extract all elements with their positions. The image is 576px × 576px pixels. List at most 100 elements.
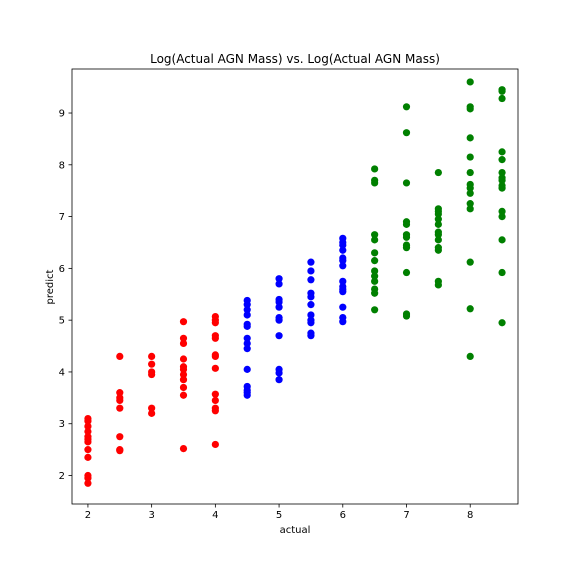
data-point [402,103,411,111]
data-point [211,396,219,405]
data-point [498,319,506,327]
data-point [179,365,188,373]
data-point [307,319,315,327]
x-tick-label: 6 [340,510,346,521]
data-point [211,319,219,327]
data-point [307,301,315,309]
data-point [307,276,315,284]
data-point [116,433,124,441]
data-point [243,365,251,373]
data-point [371,272,379,280]
data-point [371,249,379,257]
data-point [466,78,474,86]
data-point [84,474,92,482]
data-point [243,311,251,319]
data-point [179,370,188,379]
data-point [243,339,251,348]
data-point [498,156,506,164]
data-point [434,281,442,289]
data-point [371,236,379,244]
data-point [116,352,124,361]
data-point [498,268,506,277]
data-point [339,241,347,249]
data-point [466,105,474,113]
data-point [179,391,188,399]
data-point [211,352,219,361]
data-point [434,236,442,244]
points-layer [84,78,506,487]
data-point [498,87,506,95]
data-point [211,364,219,372]
data-point [466,168,474,177]
data-point [275,298,283,306]
data-point [466,258,474,266]
x-tick-label: 7 [403,510,409,521]
data-point [402,129,411,137]
chart-title: Log(Actual AGN Mass) vs. Log(Actual AGN … [150,52,440,66]
data-point [339,303,347,311]
data-point [179,383,188,392]
y-tick-label: 9 [59,109,65,120]
data-point [307,267,315,275]
data-point [179,339,188,348]
data-point [402,312,411,320]
data-point [371,289,379,297]
data-point [402,179,411,187]
data-point [466,352,474,361]
y-tick-label: 6 [59,264,65,275]
data-point [402,268,411,277]
data-point [84,438,92,446]
data-point [466,189,474,197]
data-point [339,288,347,296]
x-tick-label: 4 [212,510,218,521]
data-point [148,352,156,361]
data-point [275,275,283,283]
data-point [371,306,379,314]
data-point [116,404,124,412]
data-point [371,165,379,173]
data-point [116,447,124,455]
data-point [275,376,283,384]
data-point [275,303,283,311]
data-point [307,311,315,319]
data-point [498,168,506,177]
data-point [371,277,379,285]
data-point [434,210,442,218]
data-point [179,318,188,326]
data-point [148,409,156,417]
y-tick-label: 5 [59,316,65,327]
data-point [339,262,347,270]
data-point [339,246,347,254]
data-point [434,220,442,228]
y-tick-label: 8 [59,160,65,171]
data-point [243,345,251,353]
data-point [466,200,474,208]
data-point [84,453,92,461]
data-point [307,332,315,340]
data-point [498,212,506,221]
data-point [434,231,442,239]
data-point [434,168,442,177]
data-point [466,205,474,213]
y-tick-label: 2 [59,471,65,482]
y-axis: 2 3 4 5 6 7 8 9 [59,109,72,482]
data-point [498,184,506,192]
x-axis-label: actual [280,525,311,536]
data-point [179,355,188,363]
data-point [243,334,251,342]
data-point [243,391,251,399]
data-point [179,376,188,384]
data-point [371,267,379,275]
data-point [179,334,188,342]
data-point [211,390,219,398]
data-point [179,444,188,453]
data-point [307,258,315,266]
data-point [339,318,347,326]
data-point [211,440,219,449]
data-point [275,316,283,324]
data-point [84,479,92,487]
y-tick-label: 7 [59,212,65,223]
data-point [243,306,251,314]
data-point [275,369,283,377]
